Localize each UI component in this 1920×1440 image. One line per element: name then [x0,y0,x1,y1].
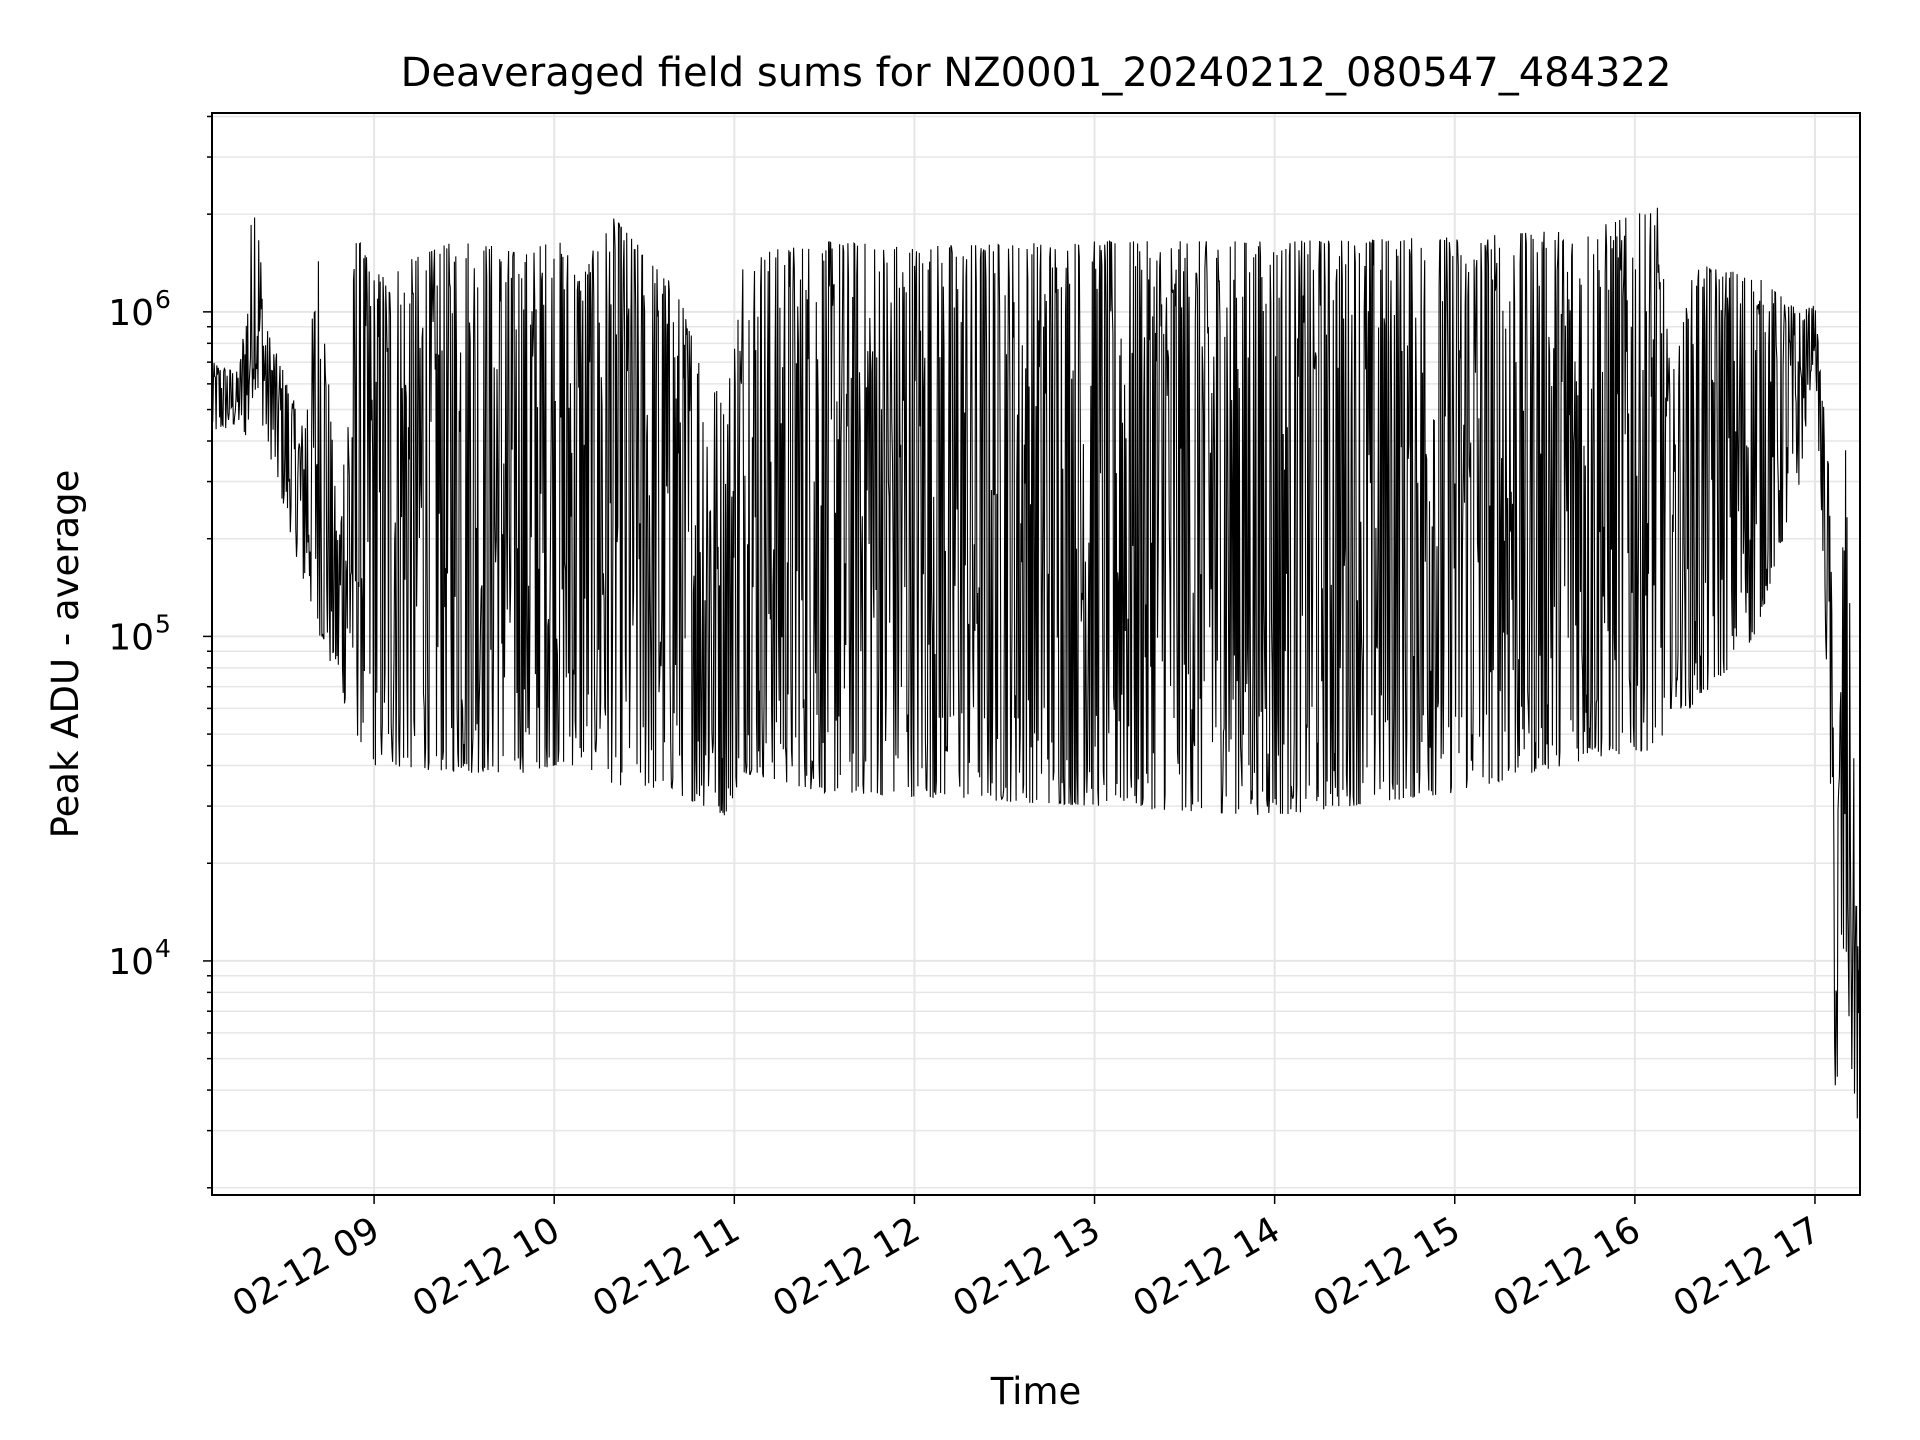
plot-frame [211,112,1861,1196]
y-tick-label: 10 [108,942,154,983]
chart-title: Deaveraged field sums for NZ0001_2024021… [401,50,1672,96]
y-tick-label-exponent: 6 [155,285,171,314]
y-tick-label-exponent: 5 [155,609,171,638]
y-tick-label-exponent: 4 [155,934,171,963]
x-axis-label: Time [990,1370,1082,1413]
y-tick-label: 10 [108,293,154,334]
y-axis-label: Peak ADU - average [44,470,87,839]
series-layer [211,207,1861,1119]
series-line [211,207,1861,1119]
y-tick-label: 10 [108,617,154,658]
